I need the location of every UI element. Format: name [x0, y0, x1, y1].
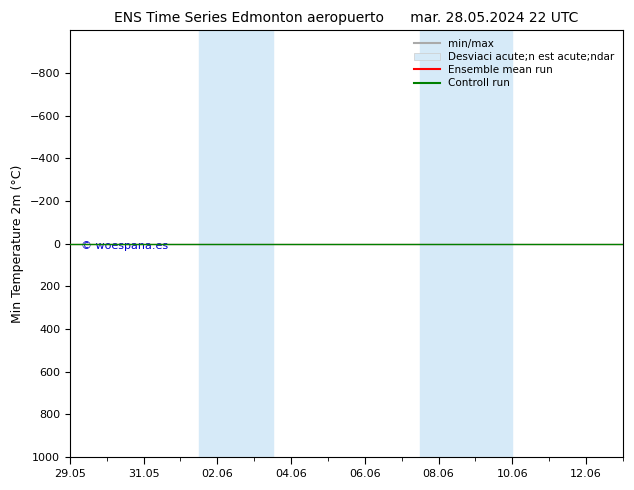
Title: ENS Time Series Edmonton aeropuerto      mar. 28.05.2024 22 UTC: ENS Time Series Edmonton aeropuerto mar.… [114, 11, 579, 25]
Bar [420, 30, 512, 457]
Text: © woespana.es: © woespana.es [81, 241, 168, 251]
Legend: min/max, Desviaci acute;n est acute;ndar, Ensemble mean run, Controll run: min/max, Desviaci acute;n est acute;ndar… [411, 36, 618, 91]
Y-axis label: Min Temperature 2m (°C): Min Temperature 2m (°C) [11, 165, 24, 323]
Bar [199, 30, 273, 457]
